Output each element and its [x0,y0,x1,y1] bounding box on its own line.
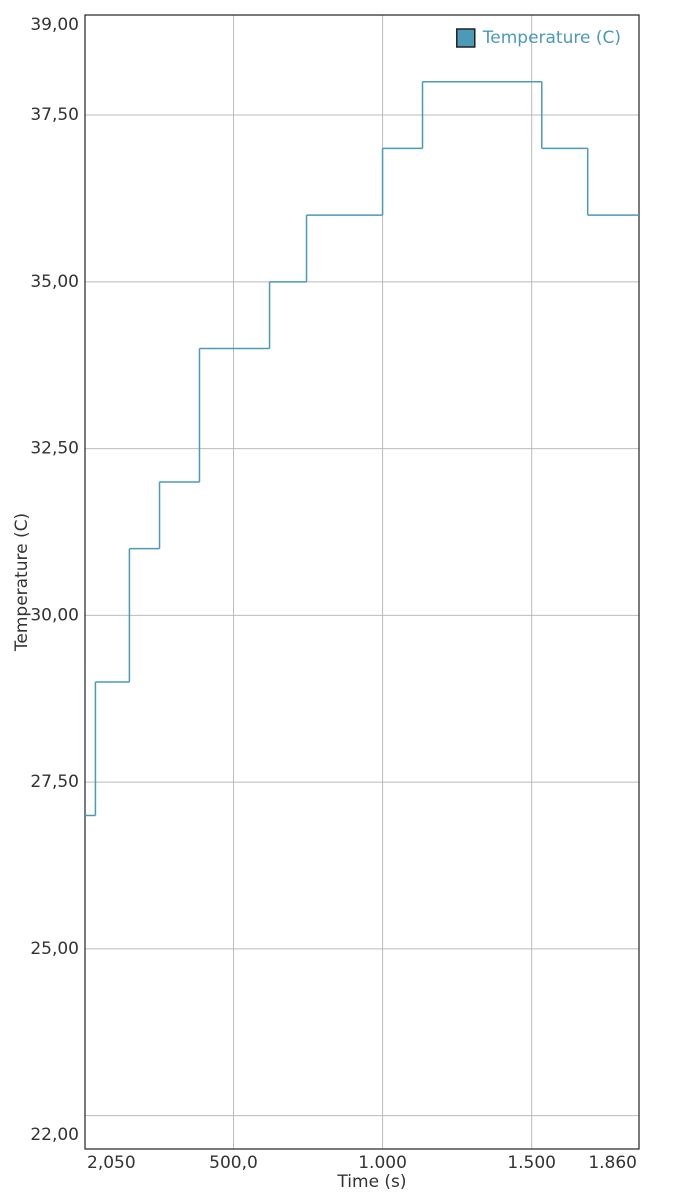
y-tick-label: 32,50 [30,439,79,459]
x-tick-label: 2,050 [87,1153,136,1173]
legend-swatch [456,28,476,48]
y-tick-label: 35,00 [30,272,79,292]
y-tick-label: 39,00 [30,15,79,35]
x-tick-label: 1.860 [588,1153,637,1173]
x-tick-label: 500,0 [209,1153,258,1173]
plot-frame [84,14,640,1150]
y-tick-label: 25,00 [30,939,79,959]
y-tick-label: 37,50 [30,105,79,125]
y-tick-label: 27,50 [30,772,79,792]
y-axis-title: Temperature (C) [12,513,32,652]
x-axis-title: Time (s) [336,1172,406,1192]
x-tick-label: 1.500 [507,1153,556,1173]
legend-label: Temperature (C) [482,28,621,48]
y-tick-label: 30,00 [30,605,79,625]
y-tick-label: 22,00 [30,1125,79,1145]
x-tick-label: 1.000 [358,1153,407,1173]
